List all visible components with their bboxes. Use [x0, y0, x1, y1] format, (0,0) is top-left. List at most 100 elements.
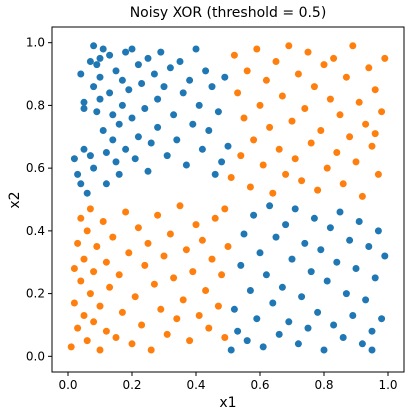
scatter-point-s0-97 — [314, 308, 322, 316]
scatter-point-s1-27 — [125, 249, 133, 257]
scatter-point-s0-24 — [109, 111, 117, 119]
scatter-point-s1-105 — [371, 86, 379, 94]
scatter-point-s1-9 — [83, 337, 91, 345]
x-tick-label: 0.2 — [122, 378, 141, 392]
scatter-point-s0-19 — [99, 127, 107, 134]
scatter-point-s1-30 — [134, 224, 142, 232]
scatter-point-s0-56 — [182, 161, 190, 169]
scatter-point-s1-79 — [288, 117, 296, 125]
scatter-point-s0-36 — [128, 114, 136, 122]
scatter-point-s0-23 — [106, 89, 114, 97]
chart-title: Noisy XOR (threshold = 0.5) — [130, 5, 327, 21]
scatter-point-s0-55 — [179, 89, 187, 97]
scatter-point-s1-59 — [221, 205, 229, 213]
scatter-point-s0-5 — [80, 105, 88, 112]
y-axis-label: x2 — [7, 191, 23, 208]
scatter-point-s0-42 — [144, 54, 152, 62]
scatter-point-s1-4 — [74, 239, 82, 247]
scatter-point-s0-81 — [262, 271, 270, 279]
scatter-point-s0-31 — [118, 101, 126, 109]
scatter-point-s1-61 — [230, 51, 238, 59]
scatter-point-s0-57 — [186, 76, 194, 84]
scatter-point-s1-102 — [362, 120, 370, 128]
scatter-point-s0-88 — [285, 318, 293, 326]
scatter-point-s0-25 — [109, 136, 117, 144]
scatter-point-s1-28 — [128, 340, 136, 348]
x-axis: 0.0 0.2 0.4 0.6 0.8 1.0 — [58, 372, 398, 392]
y-axis: 0.0 0.2 0.4 0.6 0.8 1.0 — [26, 36, 52, 363]
scatter-point-s0-1 — [74, 170, 82, 178]
scatter-point-s1-97 — [346, 133, 354, 141]
scatter-point-s1-104 — [368, 142, 376, 150]
scatter-point-s1-47 — [189, 268, 197, 276]
scatter-point-s1-93 — [333, 149, 341, 156]
scatter-point-s1-23 — [112, 334, 120, 341]
scatter-point-s1-64 — [240, 114, 248, 122]
scatter-point-s0-75 — [243, 337, 251, 345]
scatter-point-s0-65 — [211, 170, 219, 178]
scatter-point-s1-0 — [67, 343, 75, 351]
scatter-point-s0-52 — [170, 111, 178, 119]
scatter-point-s1-13 — [90, 318, 98, 326]
scatter-point-s1-74 — [272, 58, 280, 65]
scatter-point-s1-57 — [221, 334, 229, 341]
scatter-point-s0-89 — [288, 255, 296, 263]
scatter-point-s1-26 — [122, 208, 130, 216]
scatter-point-s1-101 — [358, 192, 366, 200]
scatter-point-s0-85 — [275, 330, 283, 338]
scatter-point-s0-115 — [371, 274, 379, 282]
scatter-point-s0-93 — [301, 239, 309, 247]
scatter-point-s0-101 — [326, 224, 334, 232]
scatter-point-s1-60 — [227, 174, 235, 181]
scatter-point-s0-86 — [278, 283, 286, 291]
scatter-point-s1-72 — [266, 123, 274, 131]
scatter-point-s0-46 — [154, 95, 162, 103]
scatter-point-s1-56 — [218, 271, 226, 279]
scatter-point-s0-71 — [230, 305, 238, 313]
scatter-point-s1-52 — [205, 324, 213, 332]
scatter-point-s0-18 — [99, 45, 107, 53]
scatter-point-s1-82 — [298, 177, 306, 185]
scatter-point-s0-94 — [304, 324, 312, 332]
scatter-point-s0-43 — [144, 167, 152, 175]
scatter-point-s0-8 — [86, 58, 94, 65]
scatter-point-s1-38 — [160, 252, 168, 260]
scatter-point-s1-54 — [211, 214, 219, 222]
scatter-point-s1-63 — [237, 152, 245, 160]
scatter-point-s0-0 — [70, 155, 78, 163]
scatter-point-s1-20 — [102, 258, 110, 266]
scatter-point-s0-54 — [176, 58, 184, 65]
scatter-point-s0-44 — [147, 139, 155, 147]
scatter-point-s1-53 — [208, 255, 216, 263]
scatter-point-s0-70 — [227, 346, 235, 354]
scatter-point-s1-84 — [304, 48, 312, 56]
scatter-point-s0-28 — [115, 120, 123, 128]
scatter-point-s0-111 — [358, 340, 366, 348]
scatter-point-s1-35 — [150, 280, 158, 288]
scatter-point-s1-92 — [330, 54, 338, 62]
y-tick-label: 0.8 — [26, 98, 45, 112]
scatter-point-s1-95 — [339, 180, 347, 188]
scatter-point-s0-67 — [218, 158, 226, 166]
scatter-point-s0-3 — [77, 180, 85, 188]
scatter-point-s0-7 — [83, 189, 91, 197]
scatter-point-s1-36 — [154, 211, 162, 219]
scatter-point-s1-22 — [109, 233, 117, 241]
scatter-point-s0-105 — [339, 334, 347, 341]
scatter-point-s0-39 — [134, 133, 142, 141]
scatter-point-s0-35 — [128, 45, 136, 53]
scatter-point-s0-116 — [374, 227, 382, 235]
scatter-point-s1-70 — [259, 161, 267, 169]
scatter-point-s0-102 — [330, 321, 338, 329]
scatter-point-s1-48 — [192, 221, 200, 229]
scatter-point-s1-33 — [144, 239, 152, 247]
scatter-point-s1-24 — [115, 271, 123, 279]
scatter-point-s1-65 — [243, 67, 251, 75]
scatter-point-s0-37 — [131, 155, 139, 163]
scatter-point-s1-25 — [118, 308, 126, 316]
scatter-point-s0-96 — [310, 214, 318, 222]
scatter-point-s1-3 — [74, 324, 82, 332]
scatter-point-s0-34 — [125, 86, 133, 94]
x-axis-label: x1 — [219, 395, 236, 411]
scatter-point-s0-118 — [381, 252, 389, 260]
